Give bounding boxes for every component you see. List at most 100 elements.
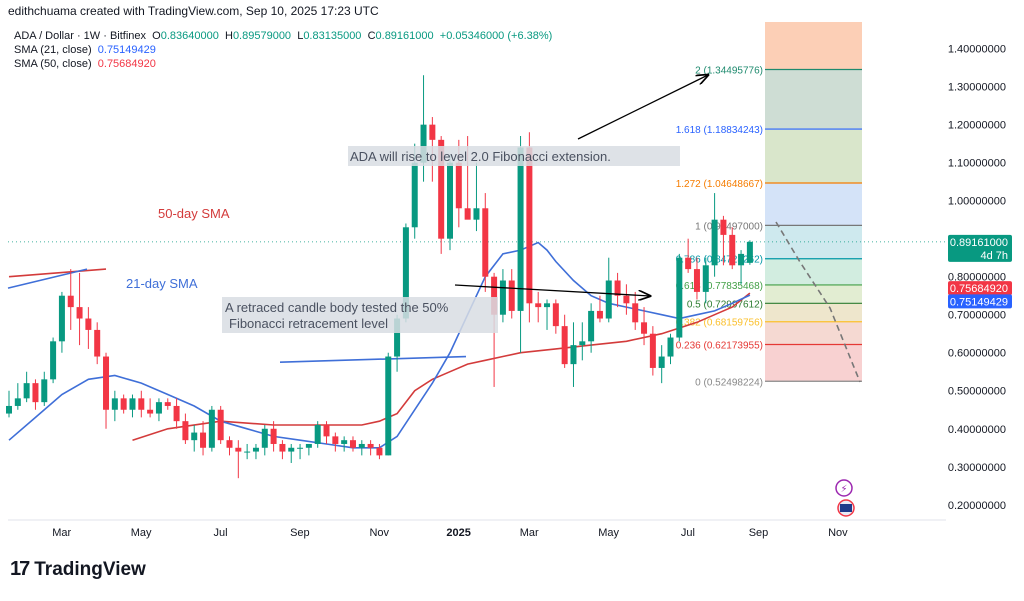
sma50-legend-label: SMA (50, close) — [14, 58, 92, 70]
candle-down — [491, 276, 498, 315]
fib-level-label: 0.618 (0.77835468) — [676, 281, 763, 292]
candle-up — [191, 432, 198, 441]
candle-up — [129, 398, 136, 410]
candle-up — [6, 405, 12, 414]
upper-note-text: ADA will rise to level 2.0 Fibonacci ext… — [350, 149, 611, 164]
low-label: L — [297, 30, 304, 42]
candle-up — [394, 318, 401, 357]
candle-down — [641, 322, 648, 334]
candle-down — [235, 447, 242, 452]
candle-down — [270, 428, 277, 444]
sma-lines — [7, 241, 751, 449]
candle-up — [297, 447, 304, 449]
close-value: 0.89161000 — [375, 30, 434, 42]
candle-down — [85, 318, 92, 330]
candle-up — [746, 241, 753, 263]
open-value: 0.83640000 — [160, 30, 219, 42]
x-tick-label: Jul — [681, 527, 695, 539]
fib-band — [765, 182, 862, 226]
symbol-title: ADA / Dollar · 1W · Bitfinex — [14, 30, 147, 42]
candle-up — [50, 341, 57, 380]
fib-band — [765, 69, 862, 130]
fib-band — [765, 284, 862, 304]
creator-line: edithchuama created with TradingView.com… — [8, 4, 379, 18]
candle-up — [314, 424, 321, 444]
retracement-arrow — [454, 284, 650, 296]
candle-up — [420, 124, 427, 163]
y-tick-label: 0.70000000 — [948, 310, 1006, 322]
candle-down — [720, 219, 727, 235]
open-label: O — [152, 30, 161, 42]
x-tick-label: May — [598, 527, 619, 539]
fib-band — [765, 303, 862, 322]
sma21-legend[interactable]: SMA (21, close) 0.75149429 — [14, 43, 552, 57]
sma21-annotation: 21-day SMA — [126, 276, 198, 291]
candle-up — [41, 379, 48, 403]
candle-down — [482, 208, 489, 277]
candle-down — [535, 303, 542, 308]
candle-down — [632, 303, 639, 323]
candle-down — [376, 447, 383, 456]
countdown-tag: 4d 7h — [980, 250, 1008, 262]
candle-up — [738, 253, 745, 266]
candle-up — [14, 398, 21, 406]
candles — [6, 75, 753, 479]
fib-level-label: 1 (0.93497000) — [695, 221, 763, 232]
candle-down — [332, 436, 339, 444]
candle-up — [544, 303, 551, 308]
fib-band — [765, 344, 862, 382]
candle-down — [323, 424, 330, 437]
ohlc-row: ADA / Dollar · 1W · Bitfinex O0.83640000… — [14, 29, 552, 43]
y-tick-label: 1.00000000 — [948, 196, 1006, 208]
candle-down — [138, 398, 145, 410]
lightning-event-icon[interactable] — [835, 479, 853, 497]
sma50-annotation: 50-day SMA — [158, 206, 230, 221]
candle-down — [623, 295, 630, 304]
event-icons[interactable]: ⚡ — [835, 479, 855, 517]
candle-down — [685, 257, 692, 270]
tradingview-brand[interactable]: 17 TradingView — [10, 558, 146, 581]
legend: ADA / Dollar · 1W · Bitfinex O0.83640000… — [14, 29, 552, 71]
sma50-line-segment — [8, 268, 107, 278]
x-tick-label: Mar — [52, 527, 71, 539]
candle-up — [667, 337, 674, 357]
y-tick-label: 0.20000000 — [948, 500, 1006, 512]
sma21-line — [8, 241, 751, 449]
candle-up — [244, 451, 251, 453]
candle-up — [711, 219, 718, 266]
lower-note-line1: A retraced candle body tested the 50% — [225, 300, 449, 315]
last-price-tag-bg — [948, 234, 1012, 262]
brand-name: TradingView — [34, 558, 146, 580]
candle-down — [182, 421, 189, 441]
x-tick-label: Sep — [290, 527, 310, 539]
high-value: 0.89579000 — [232, 30, 292, 42]
x-tick-label: Sep — [749, 527, 769, 539]
fib-band — [765, 225, 862, 259]
sma21-legend-value: 0.75149429 — [97, 44, 156, 56]
us-flag-icon — [840, 504, 852, 512]
sma21-price-tag: 0.75149429 — [950, 296, 1008, 308]
sma21-price-tag-bg — [948, 294, 1012, 309]
fib-level-label: 0.382 (0.68159756) — [676, 318, 763, 329]
lower-note-line2: Fibonacci retracement level — [229, 316, 388, 331]
candle-down — [76, 307, 83, 319]
candle-up — [385, 356, 392, 456]
candle-up — [702, 265, 709, 292]
candle-up — [305, 443, 312, 448]
candle-down — [596, 310, 603, 319]
candle-down — [729, 234, 736, 266]
y-tick-label: 0.40000000 — [948, 424, 1006, 436]
candle-up — [111, 398, 118, 410]
y-tick-label: 1.20000000 — [948, 120, 1006, 132]
fib-band — [765, 321, 862, 345]
low-value: 0.83135000 — [303, 30, 362, 42]
sma50-legend[interactable]: SMA (50, close) 0.75684920 — [14, 57, 552, 71]
y-tick-label: 1.40000000 — [948, 44, 1006, 56]
sma50-line — [132, 292, 751, 441]
candle-down — [103, 356, 110, 410]
last-price-tag: 0.89161000 — [950, 237, 1008, 249]
candle-up — [517, 147, 524, 311]
change-value: +0.05346000 (+6.38%) — [439, 30, 553, 42]
